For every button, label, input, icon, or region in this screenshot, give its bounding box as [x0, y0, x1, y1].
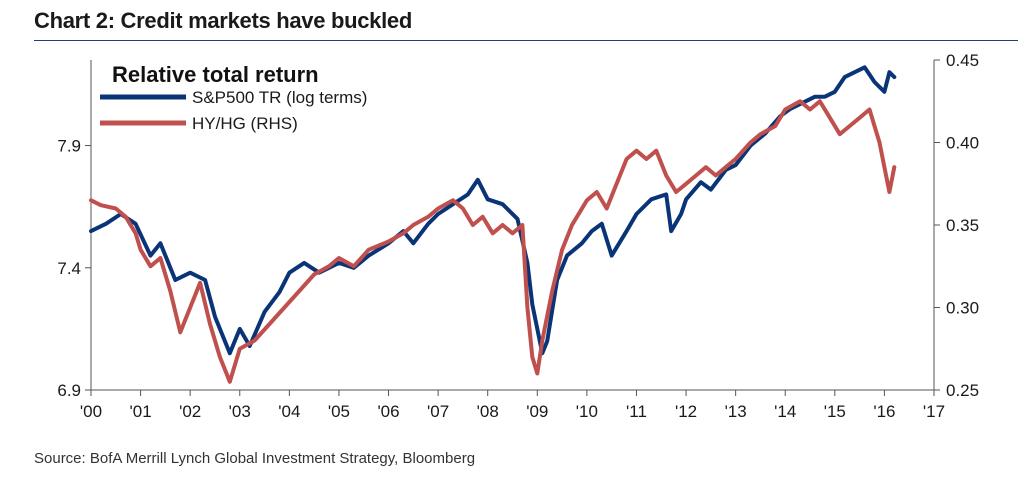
x-tick-label: '13	[725, 402, 747, 421]
legend-title: Relative total return	[112, 62, 319, 87]
series-line-sp500	[89, 65, 897, 356]
chart-title: Chart 2: Credit markets have buckled	[34, 8, 413, 33]
line-chart: '00 '01 '02 '03 '04 '05 '06 '07 '08 '09 '10 '11 '12 '…	[57, 51, 979, 421]
x-tick-label: '09	[526, 402, 548, 421]
x-tick-label: '06	[377, 402, 399, 421]
x-tick-label: '04	[278, 402, 300, 421]
x-tick-label: '08	[477, 402, 499, 421]
y-right-tick-label: 0.35	[946, 216, 979, 235]
y-right-tick-label: 0.25	[946, 381, 979, 400]
legend-label-sp500: S&P500 TR (log terms)	[192, 88, 367, 107]
title-rule	[34, 40, 1018, 41]
x-tick-label: '07	[427, 402, 449, 421]
x-tick-label: '05	[328, 402, 350, 421]
y-right-tick-label: 0.30	[946, 299, 979, 318]
x-tick-label: '15	[824, 402, 846, 421]
x-tick-label: '17	[923, 402, 945, 421]
y-left-tick-label: 6.9	[57, 381, 81, 400]
series-layer	[89, 65, 897, 384]
y-left-tick-label: 7.4	[57, 259, 81, 278]
source-note: Source: BofA Merrill Lynch Global Invest…	[34, 450, 476, 467]
series-line-hyhg	[89, 99, 897, 384]
x-tick-label: '10	[576, 402, 598, 421]
y-right-tick-label: 0.45	[946, 51, 979, 70]
x-tick-label: '12	[675, 402, 697, 421]
x-tick-label: '02	[179, 402, 201, 421]
y-right-tick-label: 0.40	[946, 134, 979, 153]
x-tick-label: '16	[873, 402, 895, 421]
legend-label-hyhg: HY/HG (RHS)	[192, 114, 298, 133]
legend: Relative total return S&P500 TR (log ter…	[100, 62, 367, 133]
x-tick-label: '01	[130, 402, 152, 421]
y-left-tick-label: 7.9	[57, 137, 81, 156]
x-tick-label: '11	[626, 402, 647, 421]
x-tick-label: '03	[229, 402, 251, 421]
x-tick-label: '00	[80, 402, 102, 421]
axes: '00 '01 '02 '03 '04 '05 '06 '07 '08 '09 '10 '11 '12 '…	[57, 51, 979, 421]
x-tick-label: '14	[774, 402, 796, 421]
